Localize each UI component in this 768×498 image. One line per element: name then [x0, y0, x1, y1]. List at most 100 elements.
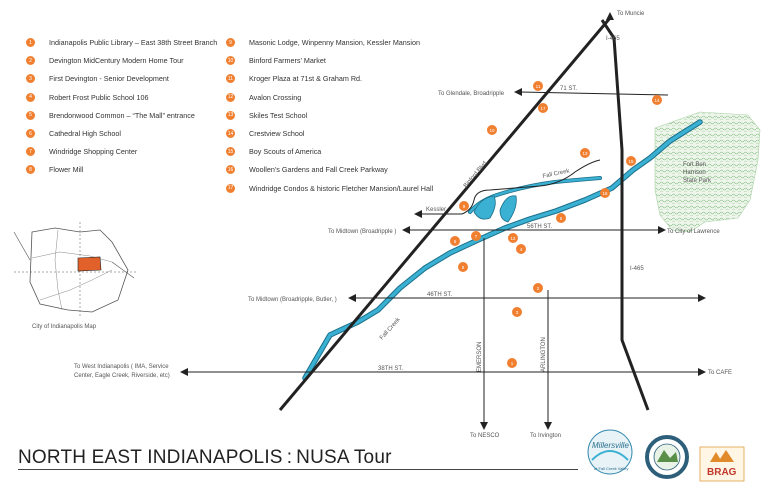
- map-marker[interactable]: 11: [533, 81, 543, 91]
- svg-text:6: 6: [454, 239, 457, 244]
- legend-item: 4 Robert Frost Public School 106: [26, 92, 149, 102]
- legend-marker-dot: 5: [26, 110, 35, 120]
- map-marker[interactable]: 3: [512, 307, 522, 317]
- legend-item: 9 Masonic Lodge, Winpenny Mansion, Kessle…: [226, 38, 420, 47]
- map-marker[interactable]: 9: [459, 201, 469, 211]
- label-71st: 71 ST.: [560, 86, 577, 92]
- legend-label: Avalon Crossing: [249, 92, 302, 102]
- legend-label: Flower Mill: [49, 165, 84, 175]
- city-inset-map: City of Indianapolis Map: [13, 222, 138, 330]
- page-title: NORTH EAST INDIANAPOLIS: NUSA Tour: [18, 447, 392, 469]
- map-marker[interactable]: 17: [538, 103, 548, 113]
- map-marker[interactable]: 14: [652, 95, 662, 105]
- legend-item: 16 Woollen’s Gardens and Fall Creek Parkw…: [226, 165, 388, 175]
- label-to-midtown-broadripple: To Midtown (Broadripple ): [328, 229, 396, 235]
- map-marker[interactable]: 7: [471, 231, 481, 241]
- svg-text:BRAG: BRAG: [707, 467, 737, 478]
- 71st-street: [519, 91, 669, 96]
- svg-text:14: 14: [654, 98, 660, 103]
- svg-text:15: 15: [628, 159, 634, 164]
- fort-harrison-park: [654, 111, 761, 233]
- label-to-muncie: To Muncie: [617, 11, 645, 17]
- legend-marker-dot: 10: [226, 56, 235, 66]
- legend: 1 Indianapolis Public Library – East 38th…: [26, 38, 446, 198]
- road-arrows: [180, 12, 706, 430]
- label-fall-creek-river: Fall Creek: [379, 316, 402, 341]
- legend-item: 14 Crestview School: [226, 129, 305, 138]
- legend-marker-dot: 1: [26, 38, 35, 47]
- legend-marker-dot: 3: [26, 74, 35, 84]
- map-marker[interactable]: 12: [508, 233, 518, 243]
- svg-text:7: 7: [475, 234, 478, 239]
- legend-label: Cathedral High School: [49, 129, 121, 138]
- legend-marker-dot: 6: [26, 129, 35, 138]
- map-marker[interactable]: 6: [450, 236, 460, 246]
- label-binford: Binford Blvd.: [463, 159, 490, 189]
- page-title-separator: :: [286, 447, 293, 468]
- svg-text:3: 3: [516, 310, 519, 315]
- map-marker[interactable]: 4: [516, 244, 526, 254]
- map-marker[interactable]: 10: [487, 125, 497, 135]
- svg-text:11: 11: [536, 84, 541, 89]
- label-to-nesco: To NESCO: [470, 433, 500, 439]
- map-marker[interactable]: 5: [556, 213, 566, 223]
- legend-label: Windridge Condos & historic Fletcher Man…: [249, 183, 434, 193]
- legend-marker-dot: 14: [226, 129, 235, 138]
- legend-label: Binford Farmers’ Market: [249, 56, 326, 66]
- legend-label: Kroger Plaza at 71st & Graham Rd.: [249, 74, 363, 84]
- legend-item: 7 Windridge Shopping Center: [26, 147, 138, 157]
- legend-marker-dot: 17: [226, 183, 235, 193]
- label-46th: 46TH ST.: [427, 292, 452, 298]
- city-map-caption: City of Indianapolis Map: [32, 324, 97, 330]
- label-to-glendale: To Glendale, Broadripple: [438, 91, 505, 97]
- park-label-line3: State Park: [683, 178, 712, 184]
- svg-text:13: 13: [582, 151, 588, 156]
- legend-item: 13 Skiles Test School: [226, 110, 307, 120]
- legend-item: 11 Kroger Plaza at 71st & Graham Rd.: [226, 74, 363, 84]
- legend-marker-dot: 4: [26, 92, 35, 102]
- label-i465-north: I-465: [606, 36, 620, 42]
- map-marker[interactable]: 8: [458, 262, 468, 272]
- legend-label: Crestview School: [249, 129, 305, 138]
- brag-logo: BRAG: [699, 446, 745, 482]
- legend-item: 12 Avalon Crossing: [226, 92, 302, 102]
- legend-label: Woollen’s Gardens and Fall Creek Parkway: [249, 165, 388, 175]
- legend-item: 8 Flower Mill: [26, 165, 84, 175]
- legend-item: 3 First Devington - Senior Development: [26, 74, 169, 84]
- park-label-line1: Fort Ben: [683, 162, 706, 168]
- legend-item: 17 Windridge Condos & historic Fletcher M…: [226, 183, 434, 193]
- legend-label: Brendonwood Common – “The Mall” entrance: [49, 110, 195, 120]
- legend-label: Robert Frost Public School 106: [49, 92, 149, 102]
- map-marker[interactable]: 13: [580, 148, 590, 158]
- legend-marker-dot: 7: [26, 147, 35, 157]
- map-markers: 1 2 3 4 5 6 7 8 9 10 11 12 13 14 15 16 1…: [450, 81, 662, 368]
- park-label-line2: Harrison: [683, 170, 706, 176]
- legend-item: 5 Brendonwood Common – “The Mall” entranc…: [26, 110, 195, 120]
- label-to-midtown-butler: To Midtown (Broadripple, Butler, ): [248, 297, 337, 303]
- legend-label: Devington MidCentury Modern Home Tour: [49, 56, 184, 66]
- map-marker[interactable]: 1: [507, 358, 517, 368]
- page-title-main: NORTH EAST INDIANAPOLIS: [18, 447, 283, 468]
- svg-text:8: 8: [462, 265, 465, 270]
- map-marker[interactable]: 2: [533, 283, 543, 293]
- map-marker[interactable]: 15: [626, 156, 636, 166]
- legend-label: Boy Scouts of America: [249, 147, 322, 157]
- legend-label: First Devington - Senior Development: [49, 74, 169, 84]
- legend-marker-dot: 9: [226, 38, 235, 47]
- map-marker[interactable]: 16: [600, 188, 610, 198]
- legend-label: Indianapolis Public Library – East 38th …: [49, 38, 218, 47]
- label-fall-creek-top: Fall Creek: [542, 168, 571, 180]
- label-to-city-lawrence: To City of Lawrence: [667, 229, 720, 235]
- svg-text:1: 1: [511, 361, 514, 366]
- community-logo: [645, 435, 689, 479]
- label-arlington: ARLINGTON: [541, 337, 547, 372]
- kessler-blvd: [420, 159, 601, 215]
- legend-marker-dot: 13: [226, 110, 235, 120]
- label-to-cafe: To CAFE: [708, 370, 732, 376]
- legend-label: Windridge Shopping Center: [49, 147, 138, 157]
- map-title-block: NORTH EAST INDIANAPOLIS: NUSA Tour: [18, 447, 578, 473]
- legend-marker-dot: 12: [226, 92, 235, 102]
- svg-text:10: 10: [489, 128, 495, 133]
- label-to-west-1: To West Indianapolis ( IMA, Service: [74, 364, 169, 370]
